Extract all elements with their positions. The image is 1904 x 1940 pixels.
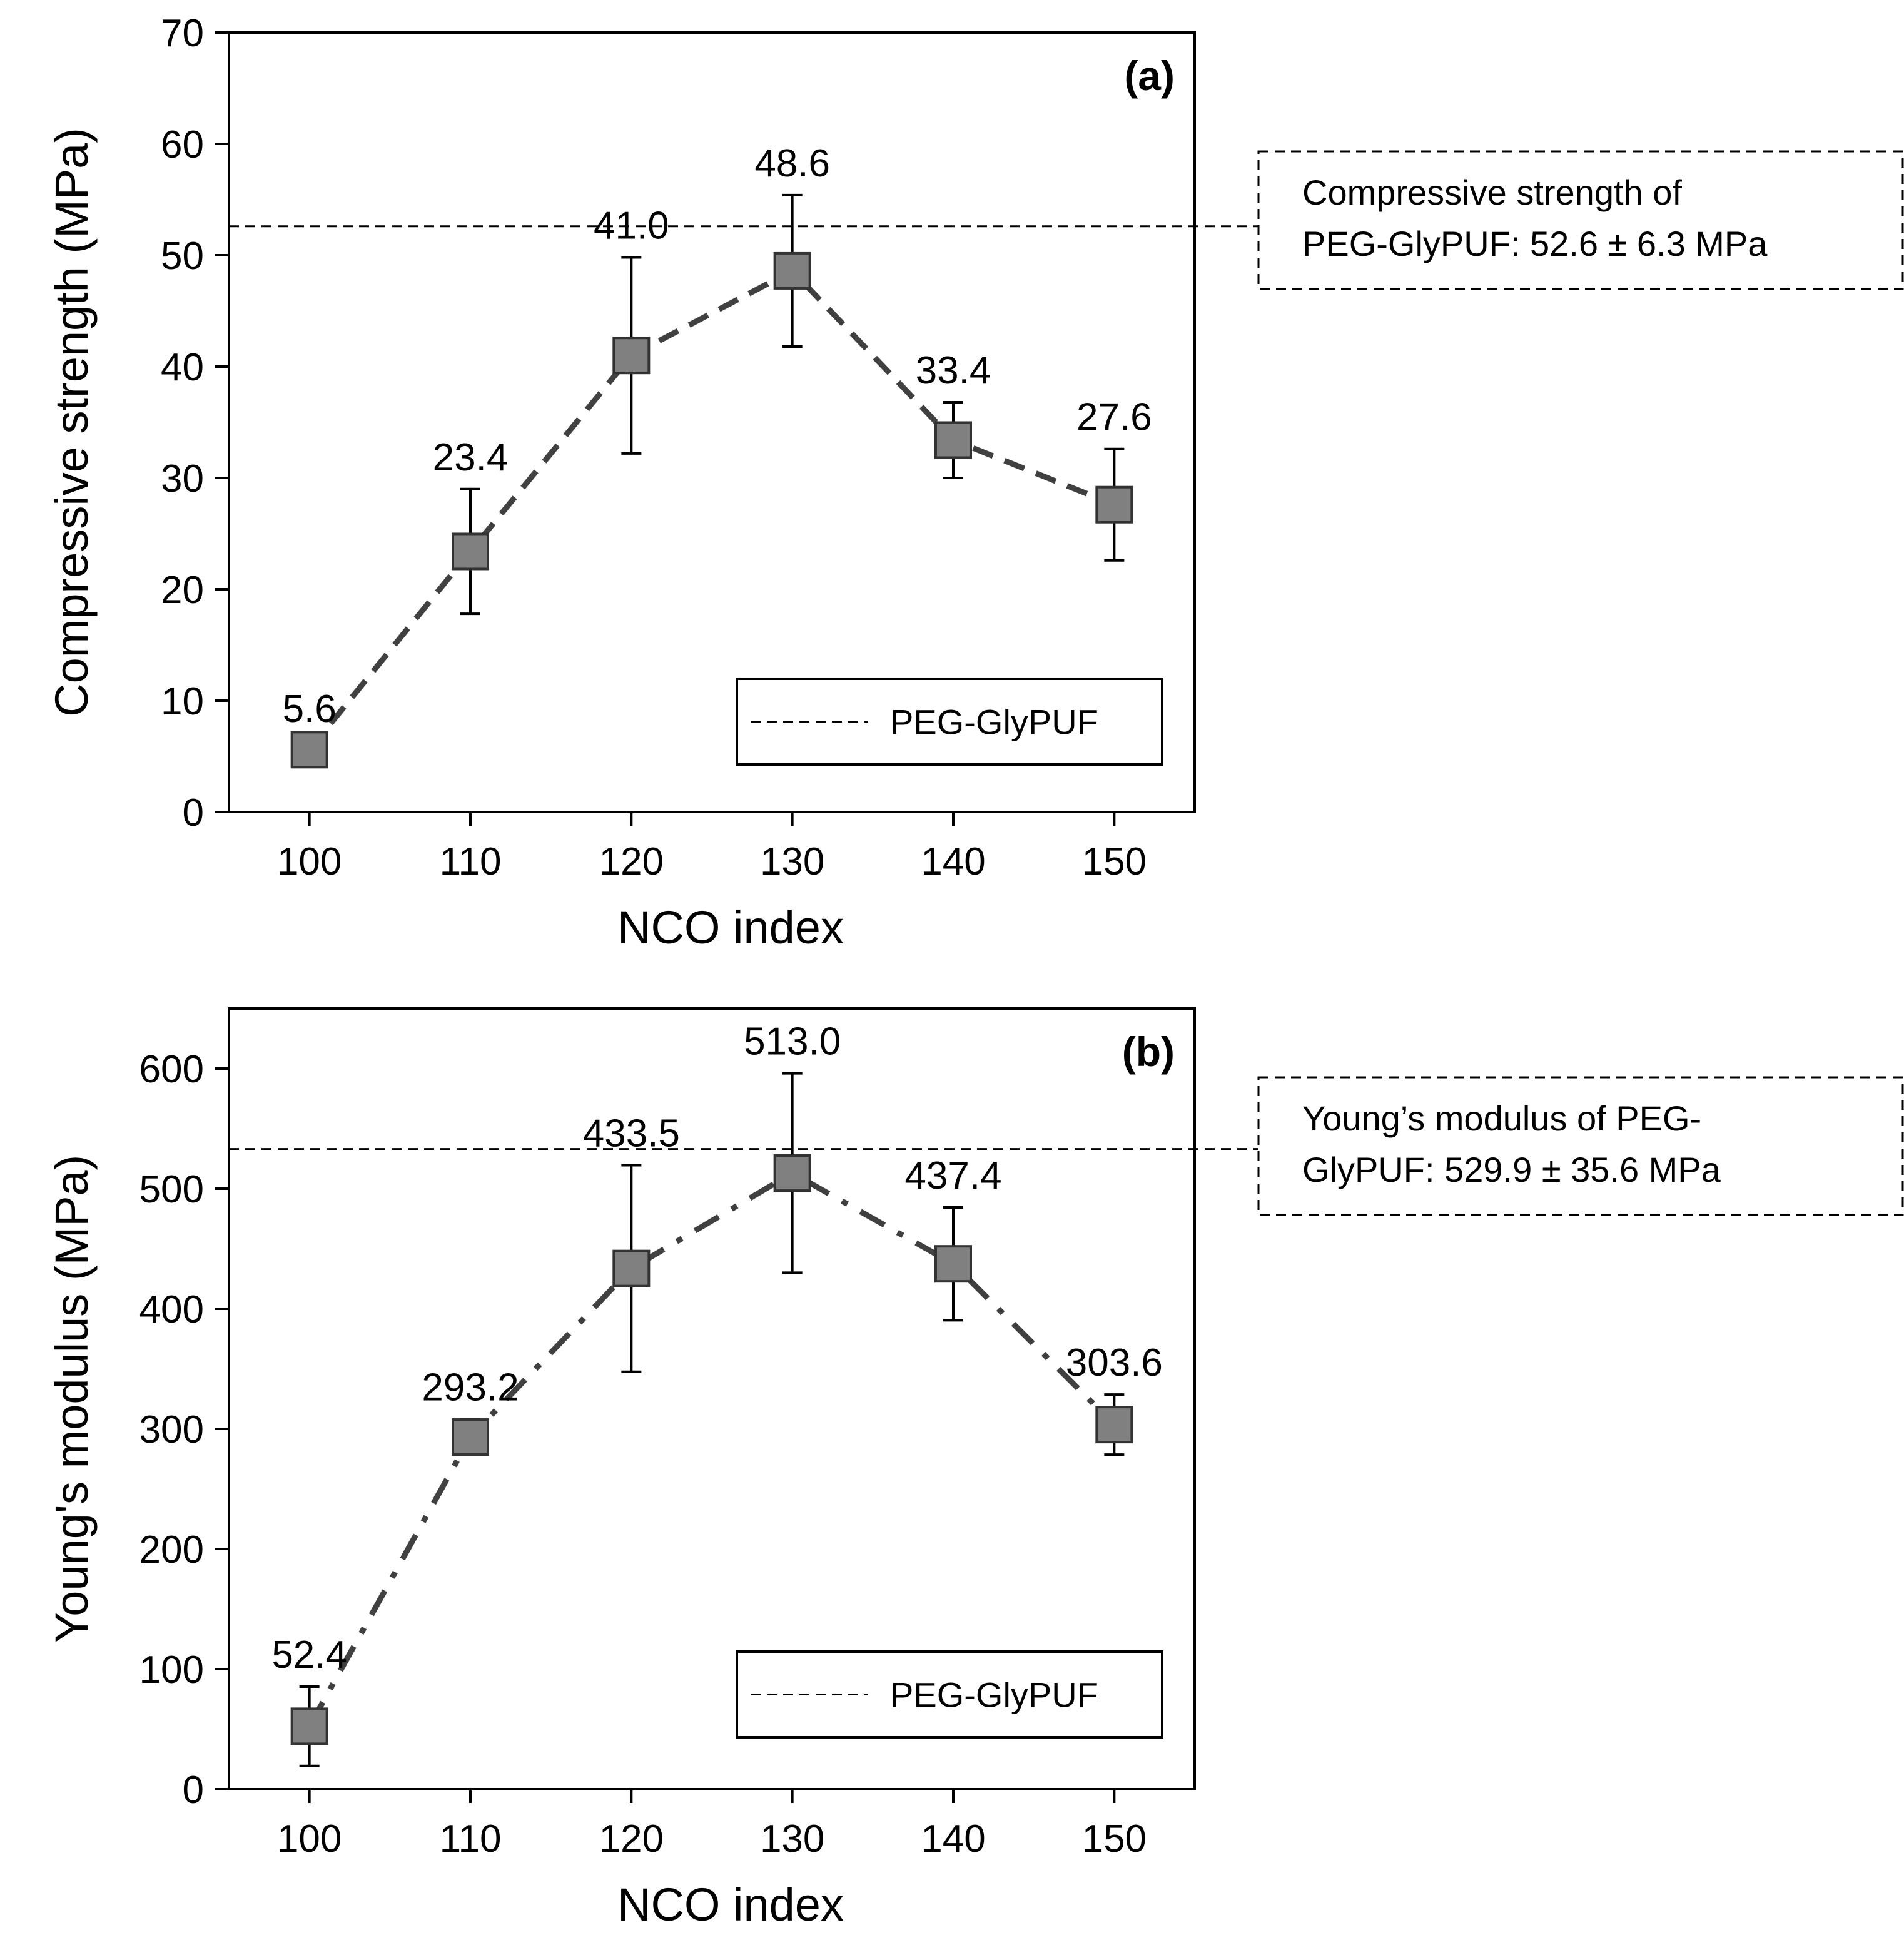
y-axis-title: Young's modulus (MPa)	[46, 1155, 98, 1643]
data-point	[1095, 485, 1133, 524]
data-point	[773, 1154, 811, 1192]
x-axis-title: NCO index	[617, 901, 844, 953]
y-tick-label: 300	[139, 1408, 204, 1451]
data-point	[773, 251, 811, 290]
x-tick-label: 120	[599, 840, 664, 883]
annotation-text-line: PEG-GlyPUF: 52.6 ± 6.3 MPa	[1302, 224, 1768, 263]
y-tick-label: 0	[183, 1769, 204, 1812]
series-line	[306, 1169, 1117, 1728]
y-axis-title: Compressive strength (MPa)	[46, 128, 98, 717]
y-tick-label: 10	[161, 680, 204, 723]
series-line	[307, 267, 1116, 752]
data-point	[1095, 1406, 1133, 1444]
annotation-box	[1257, 150, 1904, 290]
legend-entry: PEG-GlyPUF	[890, 703, 1098, 742]
data-label: 33.4	[916, 349, 991, 392]
plot-area-frame	[228, 31, 1196, 813]
panel-a: 0 10 20 30 40 50 60 70 100 110 120 130 140 150 NCO ind…	[46, 12, 1904, 953]
x-tick-label: 140	[921, 840, 985, 883]
x-tick-label: 110	[440, 840, 502, 883]
x-tick-label: 130	[760, 1817, 824, 1861]
y-tick-label: 30	[161, 457, 204, 500]
y-tick-label: 20	[161, 569, 204, 612]
data-label: 513.0	[744, 1020, 841, 1064]
x-tick-label: 120	[599, 1817, 664, 1861]
data-point	[452, 532, 489, 571]
data-label: 433.5	[583, 1112, 680, 1155]
y-tick-label: 500	[139, 1168, 204, 1211]
data-label: 52.4	[271, 1633, 347, 1677]
legend-entry: PEG-GlyPUF	[890, 1675, 1098, 1715]
data-label: 41.0	[594, 205, 669, 248]
annotation-text-line: Young’s modulus of PEG-	[1302, 1099, 1701, 1138]
panel-label: (a)	[1124, 53, 1175, 99]
x-tick-label: 150	[1082, 1817, 1147, 1861]
x-tick-label: 130	[760, 840, 824, 883]
data-label: 303.6	[1066, 1341, 1163, 1384]
x-tick-label: 150	[1082, 840, 1147, 883]
x-axis-title: NCO index	[617, 1879, 844, 1931]
data-label: 48.6	[754, 142, 830, 185]
x-tick-label: 100	[277, 840, 342, 883]
y-tick-label: 400	[139, 1288, 204, 1331]
y-tick-label: 50	[161, 235, 204, 278]
annotation-text-line: GlyPUF: 529.9 ± 35.6 MPa	[1302, 1150, 1721, 1189]
data-label: 23.4	[433, 436, 509, 479]
y-tick-label: 70	[161, 12, 204, 55]
data-point	[612, 1249, 651, 1287]
x-tick-label: 110	[440, 1817, 502, 1861]
y-tick-label: 0	[183, 791, 204, 835]
data-point	[934, 1245, 972, 1283]
y-tick-label: 60	[161, 123, 204, 166]
y-tick-label: 40	[161, 346, 204, 389]
data-point	[612, 337, 651, 375]
data-point	[290, 1707, 328, 1745]
data-label: 27.6	[1076, 396, 1152, 439]
panel-b: 0 100 200 300 400 500 600 100 110 120 130 140 150 NCO…	[46, 1007, 1904, 1931]
data-label: 437.4	[904, 1154, 1001, 1197]
x-tick-label: 140	[921, 1817, 985, 1861]
annotation-box	[1257, 1076, 1904, 1216]
data-label: 5.6	[283, 688, 337, 731]
y-tick-label: 600	[139, 1048, 204, 1091]
data-point	[452, 1418, 489, 1456]
data-point	[290, 731, 328, 769]
y-tick-label: 100	[139, 1648, 204, 1692]
data-point	[934, 421, 972, 459]
annotation-text-line: Compressive strength of	[1302, 173, 1682, 212]
y-tick-label: 200	[139, 1528, 204, 1572]
x-tick-label: 100	[277, 1817, 342, 1861]
data-label: 293.2	[422, 1366, 519, 1409]
panel-label: (b)	[1122, 1028, 1175, 1075]
plot-area-frame	[228, 1007, 1196, 1790]
